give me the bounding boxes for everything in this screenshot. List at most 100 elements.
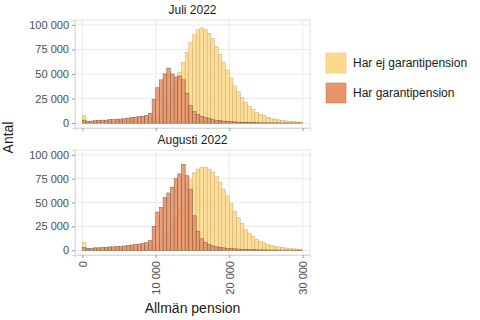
histogram-bar <box>288 248 292 250</box>
histogram-bar <box>284 248 288 250</box>
histogram-bar <box>82 243 86 251</box>
histogram-bar <box>115 119 119 123</box>
histogram-bar <box>189 189 193 250</box>
histogram-bar <box>251 109 255 123</box>
grid-line <box>82 20 83 128</box>
histogram-bar <box>284 250 288 251</box>
tick-label: 0 <box>63 244 69 256</box>
histogram-bar <box>207 169 211 250</box>
histogram-bar <box>233 211 237 250</box>
x-axis <box>76 128 311 131</box>
histogram-bar <box>196 231 200 250</box>
tick-mark <box>303 255 304 258</box>
histogram-bar <box>90 249 94 251</box>
histogram-bar <box>222 189 226 250</box>
histogram-bar <box>299 249 303 251</box>
tick-mark <box>72 25 75 26</box>
tick-label: 0 <box>77 261 89 267</box>
tick-label: 0 <box>63 117 69 129</box>
histogram-bar <box>240 98 244 124</box>
histogram-bar <box>244 122 248 124</box>
series <box>82 164 302 250</box>
histogram-bar <box>189 180 193 251</box>
histogram-bar <box>112 120 116 123</box>
tick-label: 20 000 <box>224 261 236 295</box>
histogram-bar <box>204 118 208 123</box>
panel: 025 00050 00075 000100 000010 00020 0003… <box>29 149 310 295</box>
y-axis-title: Antal <box>0 122 16 154</box>
histogram-bar <box>259 114 263 123</box>
tick-label: 75 000 <box>35 43 69 55</box>
histogram-bar <box>97 121 101 123</box>
histogram-bar <box>255 239 259 250</box>
grid-line <box>82 150 83 255</box>
histogram-bar <box>137 117 141 123</box>
histogram-bar <box>255 249 259 250</box>
histogram-bar <box>200 239 204 250</box>
histogram-bar <box>215 120 219 123</box>
panel: 025 00050 00075 000100 000 <box>29 19 310 131</box>
tick-label: 50 000 <box>35 197 69 209</box>
histogram-bar <box>229 249 233 251</box>
histogram-bar <box>237 92 241 123</box>
histogram-bar <box>273 119 277 123</box>
histogram-bar <box>93 249 97 251</box>
histogram-bar <box>284 121 288 123</box>
histogram-bar <box>270 122 274 123</box>
histogram-bar <box>196 30 200 123</box>
histogram-bar <box>189 43 193 124</box>
tick: 0 <box>63 244 75 256</box>
tick-mark <box>72 250 75 251</box>
histogram-bar <box>181 164 185 250</box>
histogram-bar <box>244 102 248 123</box>
histogram-bar <box>196 169 200 250</box>
tick-label: 25 000 <box>35 93 69 105</box>
tick: 25 000 <box>35 220 75 232</box>
tick: 30 000 <box>297 255 309 295</box>
histogram-bar <box>262 249 266 250</box>
histogram-bar <box>222 248 226 250</box>
histogram-bar <box>233 249 237 250</box>
histogram-bar <box>237 218 241 250</box>
histogram-bar <box>108 247 112 250</box>
legend-label: Har garantipension <box>353 86 454 100</box>
histogram-bar <box>178 174 182 250</box>
histogram-bar <box>170 187 174 250</box>
histogram-bar <box>174 77 178 123</box>
histogram-bar <box>185 176 189 250</box>
histogram-bar <box>277 247 281 250</box>
tick-label: 100 000 <box>29 19 69 31</box>
histogram-bar <box>126 245 130 250</box>
tick-mark <box>156 128 157 131</box>
axis-line <box>76 129 311 132</box>
histogram-bar <box>266 122 270 123</box>
x-axis-title: Allmän pension <box>145 300 241 316</box>
histogram-bar <box>101 247 105 250</box>
tick-mark <box>72 226 75 227</box>
tick-mark <box>229 255 230 258</box>
bars <box>82 164 302 250</box>
tick-label: 75 000 <box>35 173 69 185</box>
histogram-bar <box>292 250 296 251</box>
grid <box>75 20 310 128</box>
histogram-bar <box>181 62 185 123</box>
histogram-bar <box>97 248 101 250</box>
tick-mark <box>72 203 75 204</box>
histogram-bar <box>215 47 219 124</box>
histogram-bar <box>244 249 248 251</box>
histogram-bar <box>292 122 296 123</box>
histogram-bar <box>215 177 219 251</box>
tick: 25 000 <box>35 93 75 105</box>
tick-label: 100 000 <box>29 149 69 161</box>
histogram-bar <box>226 248 230 250</box>
histogram-bar <box>226 70 230 123</box>
histogram-bar <box>112 247 116 250</box>
histogram-bar <box>237 249 241 250</box>
tick: 100 000 <box>29 149 75 161</box>
histogram-bar <box>148 241 152 251</box>
histogram-bar <box>196 114 200 123</box>
histogram-bar <box>156 212 160 250</box>
histogram-bar <box>229 78 233 123</box>
tick-mark <box>72 49 75 50</box>
histogram-bar <box>200 28 204 123</box>
